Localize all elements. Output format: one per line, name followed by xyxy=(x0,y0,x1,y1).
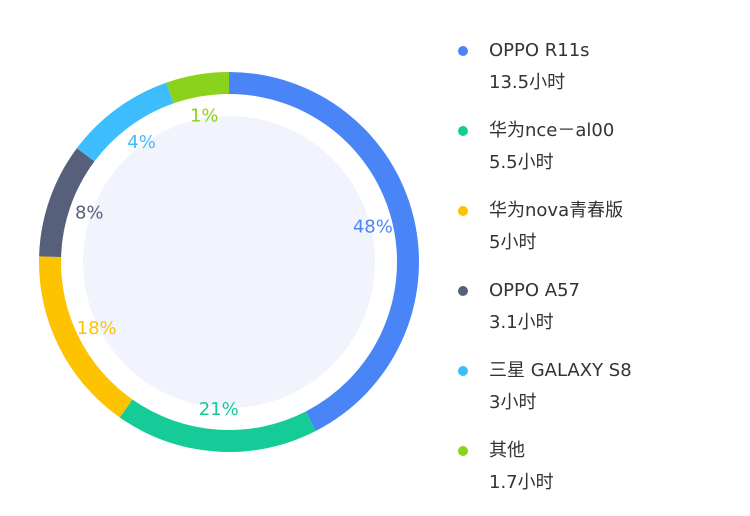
donut-slices xyxy=(39,72,420,452)
legend-series-name: 三星 GALAXY S8 xyxy=(489,360,632,381)
legend-series-value: 1.7小时 xyxy=(489,472,554,493)
donut-inner-area xyxy=(83,116,375,408)
legend-series-name: OPPO A57 xyxy=(489,280,580,301)
donut-slice-3[interactable] xyxy=(39,148,95,258)
legend-series-value: 13.5小时 xyxy=(489,72,566,93)
percent-label-2: 18% xyxy=(77,318,117,339)
legend-dot-icon xyxy=(458,46,468,56)
legend-item-3[interactable]: OPPO A57 3.1小时 xyxy=(452,276,742,356)
percent-label-0: 48% xyxy=(353,217,393,238)
legend-item-2[interactable]: 华为nova青春版 5小时 xyxy=(452,196,742,276)
donut-slice-4[interactable] xyxy=(76,82,174,162)
percent-label-3: 8% xyxy=(75,203,104,224)
legend-dot-icon xyxy=(458,126,468,136)
legend-dot-icon xyxy=(458,366,468,376)
legend-series-name: 华为nce－al00 xyxy=(489,120,615,141)
legend-series-name: OPPO R11s xyxy=(489,40,590,61)
legend-series-value: 5.5小时 xyxy=(489,152,554,173)
percent-label-1: 21% xyxy=(199,399,239,420)
legend-item-0[interactable]: OPPO R11s 13.5小时 xyxy=(452,36,742,116)
donut-slice-1[interactable] xyxy=(119,399,316,452)
legend-series-name: 其他 xyxy=(489,440,525,461)
legend-series-value: 3小时 xyxy=(489,392,537,413)
donut-slice-2[interactable] xyxy=(39,256,133,418)
legend-dot-icon xyxy=(458,206,468,216)
legend-dot-icon xyxy=(458,446,468,456)
legend-item-1[interactable]: 华为nce－al00 5.5小时 xyxy=(452,116,742,196)
legend-series-value: 5小时 xyxy=(489,232,537,253)
donut-slice-0[interactable] xyxy=(229,72,420,432)
percent-label-4: 4% xyxy=(127,132,156,153)
legend-item-5[interactable]: 其他 1.7小时 xyxy=(452,436,742,516)
legend-item-4[interactable]: 三星 GALAXY S8 3小时 xyxy=(452,356,742,436)
chart-legend: OPPO R11s 13.5小时华为nce－al00 5.5小时华为nova青春版 5… xyxy=(452,36,742,516)
legend-series-value: 3.1小时 xyxy=(489,312,554,333)
legend-series-name: 华为nova青春版 xyxy=(489,200,624,221)
donut-slice-5[interactable] xyxy=(166,72,229,104)
legend-dot-icon xyxy=(458,286,468,296)
percent-labels: 48% 21% 18% 8% 4% 1% xyxy=(75,106,393,421)
percent-label-5: 1% xyxy=(190,106,219,127)
